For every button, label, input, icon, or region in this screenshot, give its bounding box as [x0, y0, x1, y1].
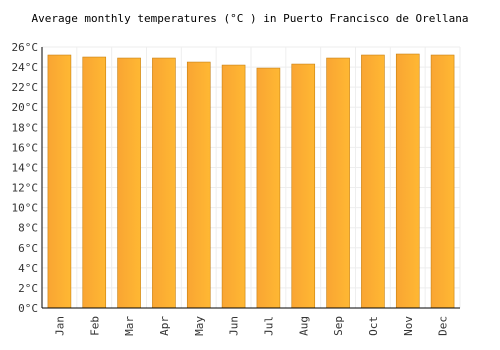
y-tick-label: 20°C: [12, 101, 39, 114]
bar: [82, 56, 107, 309]
x-tick-label: May: [193, 316, 206, 336]
bar: [395, 53, 420, 309]
bar: [186, 61, 211, 309]
x-tick-label: Feb: [88, 316, 101, 336]
y-tick-label: 24°C: [12, 61, 39, 74]
chart-title: Average monthly temperatures (°C ) in Pu…: [31, 12, 468, 25]
y-tick-label: 8°C: [18, 222, 38, 235]
bar: [361, 54, 385, 309]
x-tick-label: Sep: [332, 316, 345, 336]
x-tick-label: Aug: [297, 316, 310, 336]
bar: [47, 54, 72, 309]
x-tick-label: Mar: [123, 316, 136, 336]
y-tick-label: 14°C: [12, 161, 39, 174]
y-tick-label: 16°C: [12, 141, 39, 154]
x-tick-label: Nov: [402, 316, 415, 336]
x-tick-label: Oct: [367, 316, 380, 336]
bar: [117, 57, 141, 309]
bar: [256, 67, 281, 309]
y-tick-label: 22°C: [12, 81, 39, 94]
bar: [430, 54, 455, 309]
x-tick-label: Jun: [228, 316, 241, 336]
y-tick-label: 12°C: [12, 182, 39, 195]
bar: [152, 57, 176, 309]
x-tick-label: Dec: [437, 316, 450, 336]
y-tick-label: 10°C: [12, 202, 39, 215]
y-tick-label: 26°C: [12, 41, 39, 54]
x-tick-label: Jan: [53, 316, 66, 336]
y-tick-label: 0°C: [18, 302, 38, 315]
bar: [291, 63, 316, 309]
x-tick-label: Apr: [158, 316, 171, 336]
y-tick-label: 2°C: [18, 282, 38, 295]
x-tick-label: Jul: [262, 316, 275, 336]
bar: [221, 64, 246, 309]
y-tick-label: 6°C: [18, 242, 38, 255]
y-tick-label: 4°C: [18, 262, 38, 275]
y-tick-label: 18°C: [12, 121, 39, 134]
bar: [326, 57, 350, 309]
